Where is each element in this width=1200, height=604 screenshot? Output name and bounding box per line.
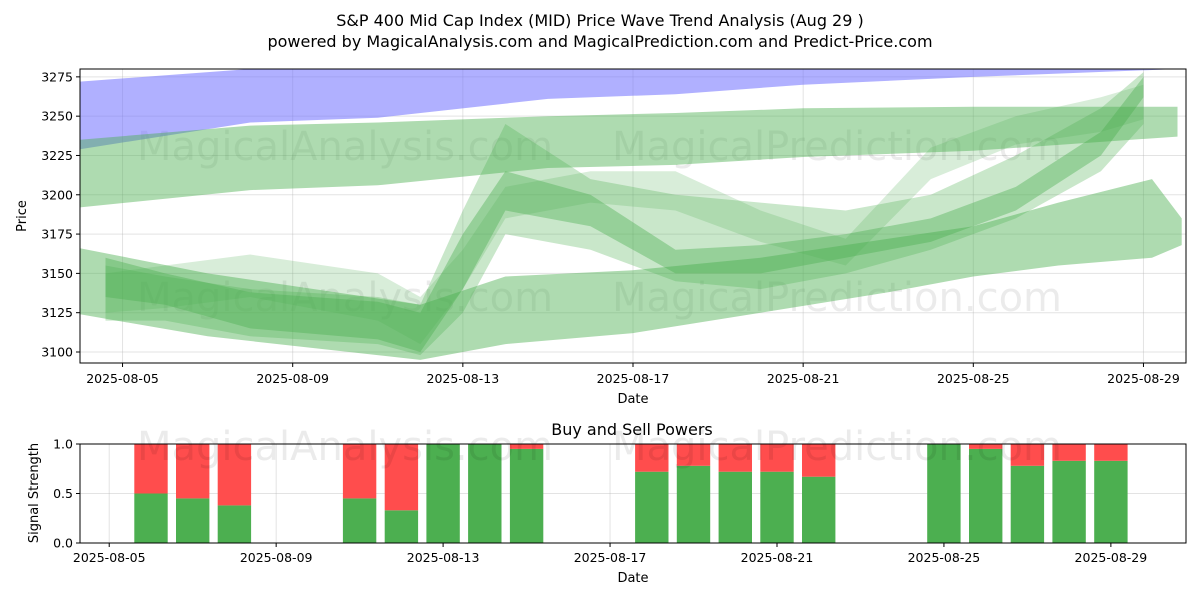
sell-bar-2025-08-15 bbox=[509, 444, 544, 449]
price-band-layer bbox=[80, 69, 1182, 360]
watermark-prediction-mid: MagicalPrediction.com bbox=[612, 275, 1062, 321]
price-wave-chart: MagicalAnalysis.com MagicalPrediction.co… bbox=[15, 68, 1187, 407]
price-y-tick-label-4: 3200 bbox=[41, 187, 73, 202]
watermark-analysis-mid: MagicalAnalysis.com bbox=[137, 275, 553, 321]
buy-bar-2025-08-29 bbox=[1094, 460, 1128, 543]
buy-sell-y-ticks: 0.0 0.5 1.0 bbox=[53, 437, 80, 551]
buy-sell-x-tick-label-2: 2025-08-13 bbox=[407, 550, 480, 565]
price-x-tick-label-6: 2025-08-29 bbox=[1107, 371, 1180, 386]
watermark-analysis-top: MagicalAnalysis.com bbox=[137, 124, 553, 170]
price-y-tick-label-2: 3150 bbox=[41, 266, 73, 281]
sell-bar-2025-08-11 bbox=[342, 444, 377, 499]
price-x-tick-label-3: 2025-08-17 bbox=[597, 371, 670, 386]
buy-sell-y-tick-label-2: 1.0 bbox=[53, 437, 73, 452]
buy-sell-title: Buy and Sell Powers bbox=[551, 420, 713, 439]
buy-sell-x-tick-label-3: 2025-08-17 bbox=[574, 550, 647, 565]
sell-bar-2025-08-12 bbox=[384, 444, 419, 511]
sell-bar-2025-08-27 bbox=[1010, 444, 1045, 466]
buy-sell-y-tick-label-0: 0.0 bbox=[53, 536, 73, 551]
sell-bar-2025-08-07 bbox=[176, 444, 210, 499]
price-x-axis-label: Date bbox=[617, 392, 648, 407]
price-x-tick-label-4: 2025-08-21 bbox=[767, 371, 840, 386]
sell-bar-2025-08-19 bbox=[676, 444, 711, 466]
buy-bar-2025-08-11 bbox=[342, 498, 377, 543]
buy-sell-bars bbox=[134, 444, 1128, 543]
buy-sell-x-tick-label-5: 2025-08-25 bbox=[908, 550, 981, 565]
buy-bar-2025-08-14 bbox=[468, 444, 502, 543]
buy-bar-2025-08-08 bbox=[217, 505, 252, 543]
price-y-tick-label-0: 3100 bbox=[41, 344, 73, 359]
price-x-tick-label-0: 2025-08-05 bbox=[86, 371, 159, 386]
buy-sell-y-axis-label: Signal Strength bbox=[27, 443, 42, 543]
price-x-tick-label-2: 2025-08-13 bbox=[427, 371, 500, 386]
price-x-tick-label-5: 2025-08-25 bbox=[937, 371, 1010, 386]
buy-sell-x-tick-label-4: 2025-08-21 bbox=[741, 550, 814, 565]
price-y-tick-label-1: 3125 bbox=[41, 305, 73, 320]
buy-bar-2025-08-13 bbox=[426, 444, 460, 543]
sell-bar-2025-08-06 bbox=[134, 444, 168, 494]
sell-bar-2025-08-22 bbox=[802, 444, 836, 477]
price-y-tick-label-6: 3250 bbox=[41, 109, 73, 124]
buy-bar-2025-08-27 bbox=[1010, 465, 1045, 543]
buy-bar-2025-08-07 bbox=[176, 498, 210, 543]
buy-sell-x-tick-label-0: 2025-08-05 bbox=[73, 550, 146, 565]
sell-bar-2025-08-26 bbox=[969, 444, 1003, 449]
buy-sell-watermark: MagicalAnalysis.com MagicalPrediction.co… bbox=[137, 424, 1062, 470]
price-y-tick-label-3: 3175 bbox=[41, 227, 73, 242]
sell-bar-2025-08-28 bbox=[1052, 444, 1086, 461]
buy-sell-y-tick-label-1: 0.5 bbox=[53, 486, 73, 501]
buy-bar-2025-08-18 bbox=[635, 471, 669, 543]
buy-bar-2025-08-21 bbox=[760, 471, 794, 543]
buy-sell-x-ticks: 2025-08-05 2025-08-09 2025-08-13 2025-08-17… bbox=[73, 543, 1147, 565]
chart-title: S&P 400 Mid Cap Index (MID) Price Wave T… bbox=[336, 11, 864, 30]
buy-sell-x-tick-label-1: 2025-08-09 bbox=[240, 550, 313, 565]
sell-bar-2025-08-21 bbox=[760, 444, 794, 472]
band-green-lower-channel bbox=[80, 179, 1182, 360]
buy-bar-2025-08-12 bbox=[384, 510, 419, 543]
buy-bar-2025-08-28 bbox=[1052, 460, 1086, 543]
chart-subtitle: powered by MagicalAnalysis.com and Magic… bbox=[267, 32, 932, 51]
sell-bar-2025-08-20 bbox=[718, 444, 752, 472]
buy-bar-2025-08-26 bbox=[969, 448, 1003, 543]
buy-bar-2025-08-15 bbox=[509, 448, 544, 543]
band-green-wave-3 bbox=[105, 84, 1144, 345]
sell-bar-2025-08-29 bbox=[1094, 444, 1128, 461]
band-green-long-term bbox=[80, 106, 1178, 208]
watermark-prediction-bottom: MagicalPrediction.com bbox=[612, 424, 1062, 470]
price-bands bbox=[80, 69, 1182, 360]
watermark-analysis-bottom: MagicalAnalysis.com bbox=[137, 424, 553, 470]
buy-sell-chart: Buy and Sell Powers MagicalAnalysis.com … bbox=[27, 420, 1187, 586]
buy-sell-x-axis-label: Date bbox=[617, 571, 648, 586]
buy-bar-2025-08-19 bbox=[676, 465, 711, 543]
buy-bar-2025-08-22 bbox=[802, 476, 836, 543]
band-green-wave-2 bbox=[105, 72, 1144, 356]
price-watermark: MagicalAnalysis.com MagicalPrediction.co… bbox=[137, 124, 1062, 321]
price-x-tick-label-1: 2025-08-09 bbox=[256, 371, 329, 386]
band-blue-long-term bbox=[80, 69, 1178, 150]
price-y-tick-label-7: 3275 bbox=[41, 69, 73, 84]
buy-sell-x-tick-label-6: 2025-08-29 bbox=[1075, 550, 1148, 565]
sell-bar-2025-08-18 bbox=[635, 444, 669, 472]
price-y-axis-label: Price bbox=[15, 200, 30, 232]
price-x-ticks: 2025-08-05 2025-08-09 2025-08-13 2025-08-17… bbox=[86, 363, 1180, 386]
price-y-tick-label-5: 3225 bbox=[41, 148, 73, 163]
sell-bar-2025-08-08 bbox=[217, 444, 252, 506]
buy-bar-2025-08-25 bbox=[927, 444, 961, 543]
buy-bar-2025-08-20 bbox=[718, 471, 752, 543]
watermark-prediction-top: MagicalPrediction.com bbox=[612, 124, 1062, 170]
price-y-ticks: 3100 3125 3150 3175 3200 3225 3250 3275 bbox=[41, 69, 80, 359]
buy-bar-2025-08-06 bbox=[134, 493, 168, 543]
